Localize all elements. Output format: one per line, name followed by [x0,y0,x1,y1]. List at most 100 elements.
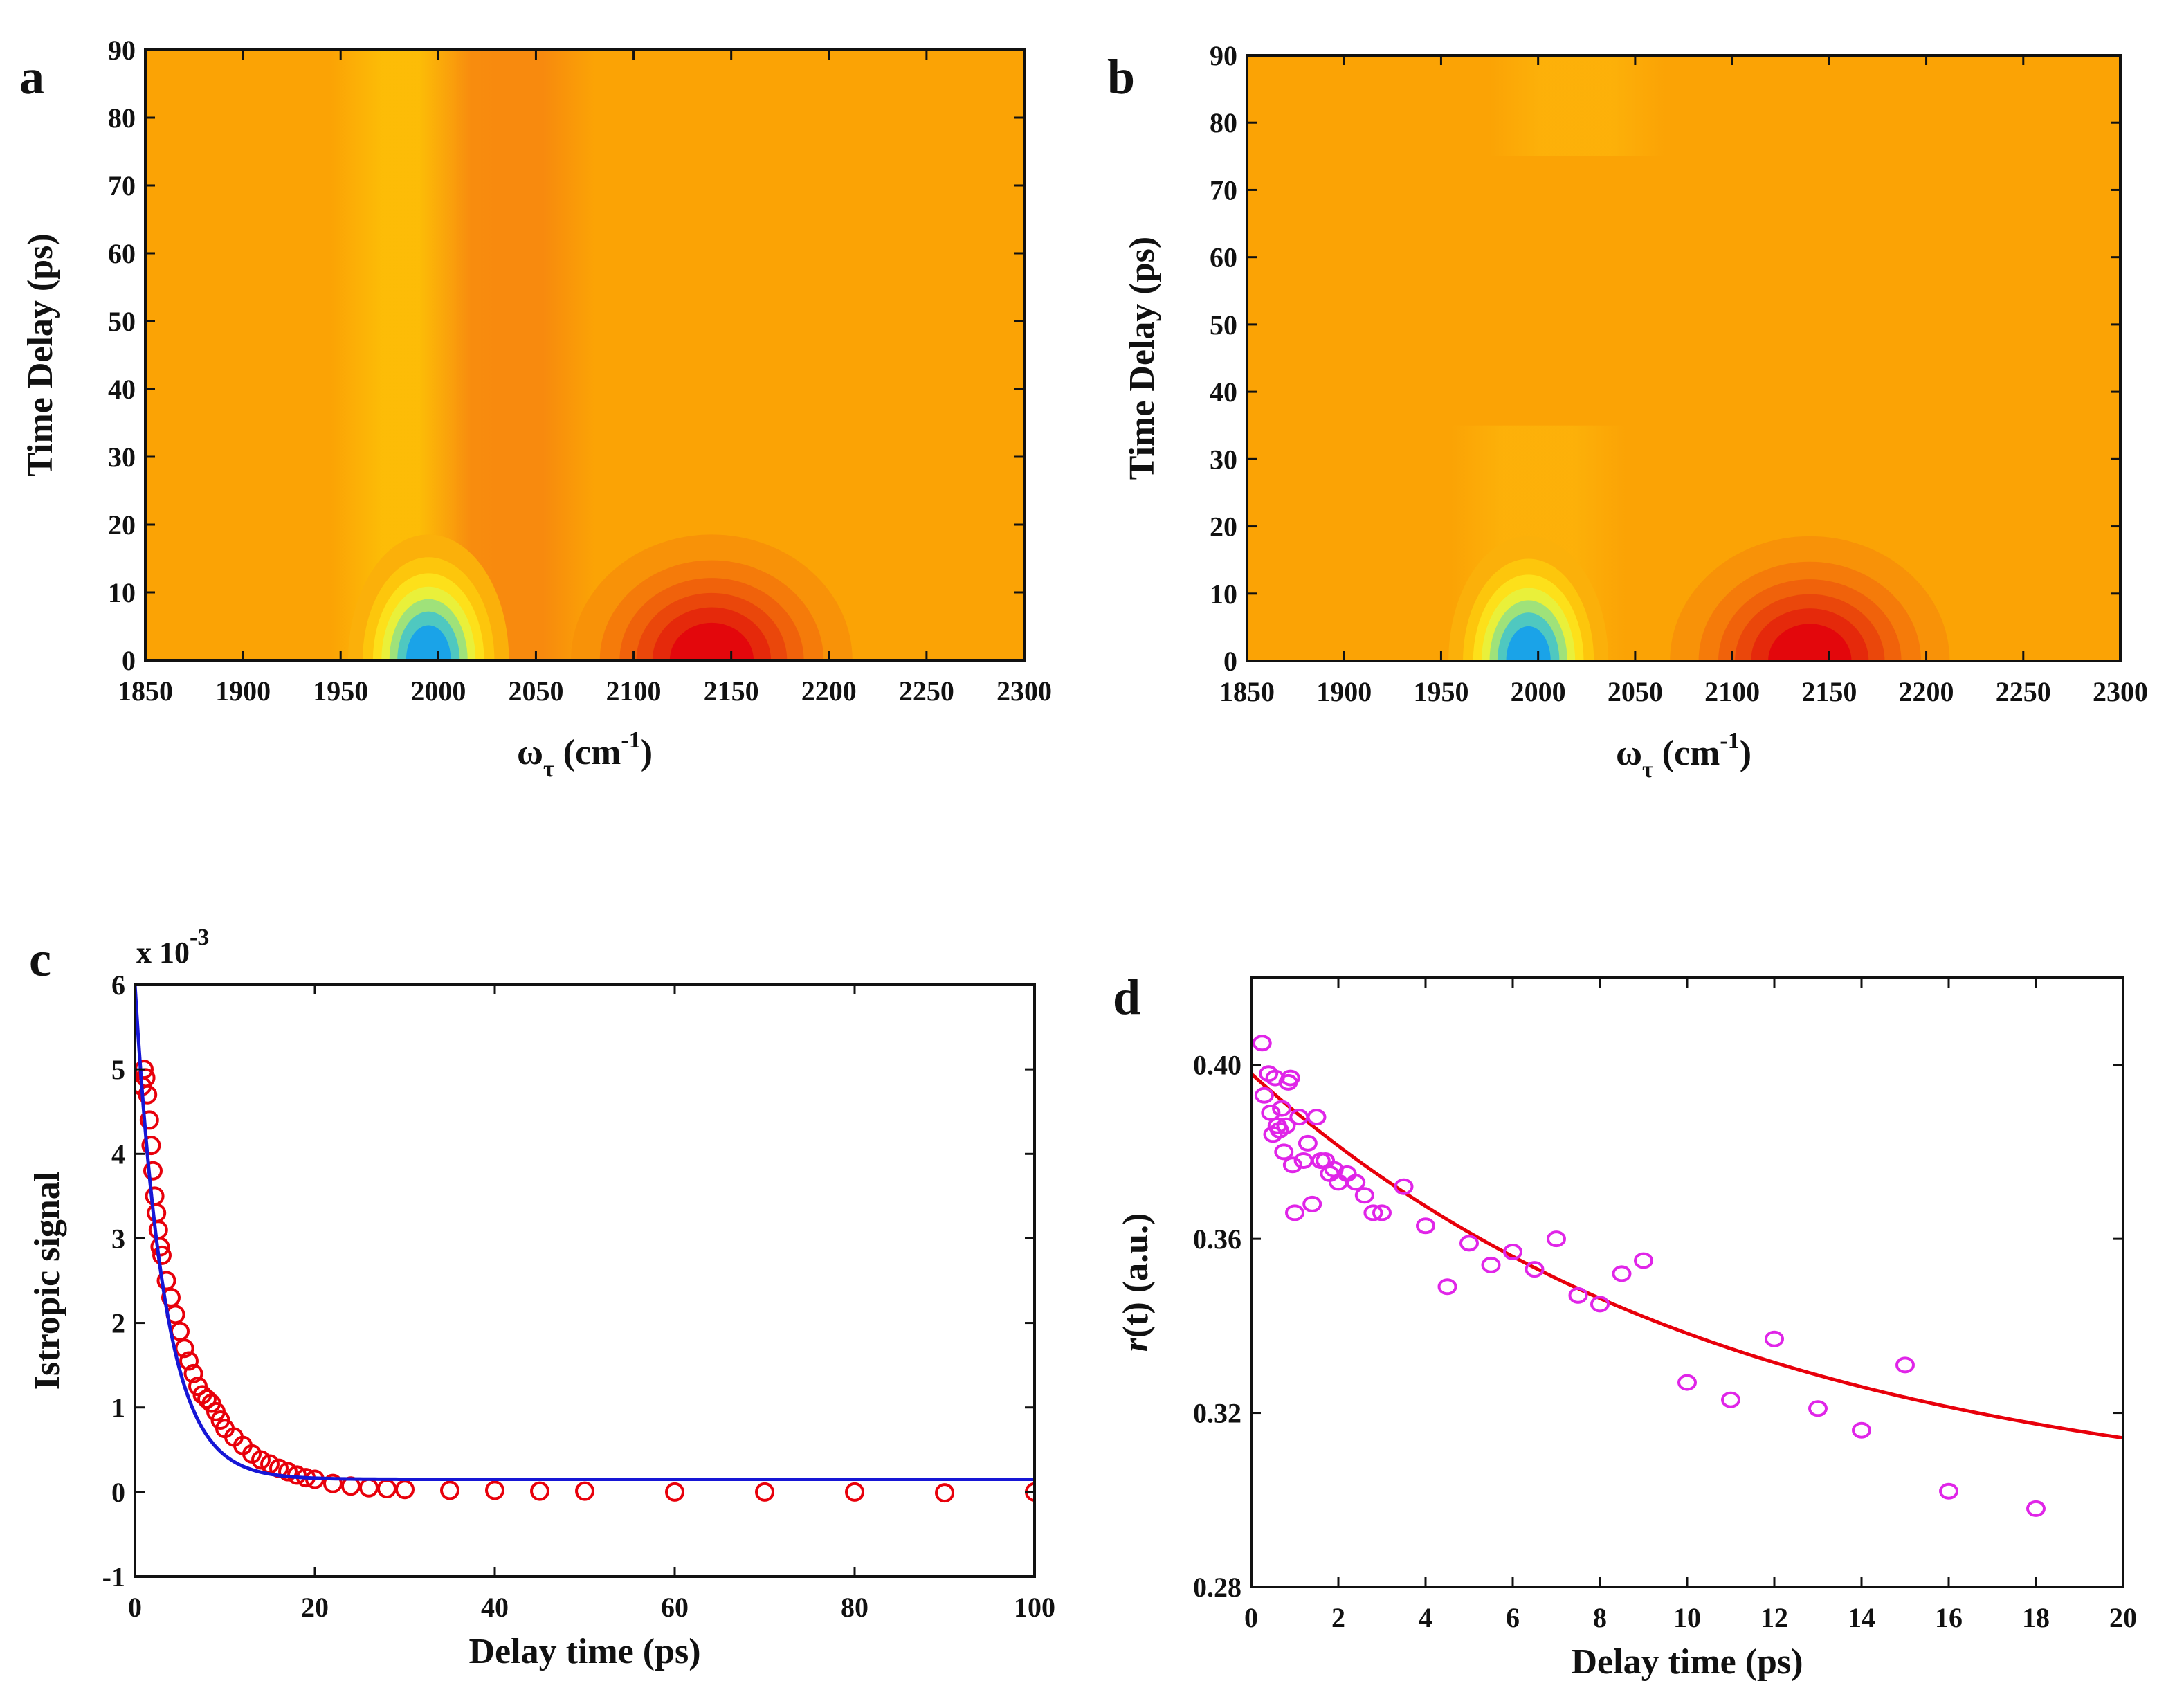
data-point [1285,1204,1304,1221]
data-point [1481,1256,1501,1273]
x-tick-label: 2150 [704,675,759,707]
data-point [1721,1391,1740,1408]
x-tick-label: 1850 [1219,676,1275,707]
panel-b-heatmap: 1850 1900 1950 2000 2050 2100 2150 2200 2250 2300… [1107,40,2148,783]
x-tick-label: 40 [481,1592,509,1623]
y-tick-label: 0.28 [1193,1572,1241,1603]
data-point [2026,1500,2046,1517]
y-tick-label: 60 [1210,242,1237,273]
data-point [1394,1178,1414,1195]
x-tick-label: 20 [2109,1602,2137,1633]
x-tick-label: 2200 [801,675,857,707]
positive-band [1489,55,1664,156]
heatmap-field [1247,55,2120,661]
data-point [138,1084,158,1105]
y-tick-label: 70 [1210,174,1237,206]
x-tick-label: 1850 [118,675,173,707]
data-point [170,1321,190,1341]
x-tick-label: 14 [1848,1602,1875,1633]
x-tick-label: 2050 [1608,676,1663,707]
data-point [141,1136,161,1156]
data-point [1852,1421,1871,1439]
negative-peak-contour [1768,624,1852,661]
data-point [1298,1134,1318,1152]
data-point [1280,1069,1300,1087]
y-tick-label: -1 [102,1561,125,1592]
y-tick-label: 60 [108,238,136,269]
y-tick-label: 10 [108,577,136,608]
data-point [197,1389,217,1409]
y-tick-label: 0 [1223,646,1237,677]
data-point [161,1287,181,1307]
data-point [1354,1187,1374,1204]
data-point [1346,1174,1366,1191]
plot-area [1251,1035,2123,1517]
panel-label: c [29,932,51,987]
data-point [1612,1265,1632,1282]
y-axis-label: r(t) (a.u.) [1116,1213,1156,1352]
panel-d-anisotropy-decay: 0 2 4 6 8 10 12 14 16 18 20 0.28 0.32 0.36 0.40 Delay t… [1113,970,2137,1682]
y-tick-label: 0.40 [1193,1050,1241,1081]
data-point [935,1483,954,1503]
data-point [1568,1287,1588,1304]
data-point [1503,1244,1522,1260]
x-tick-label: 1900 [215,675,271,707]
x-tick-label: 0 [1244,1602,1258,1633]
data-point [278,1462,298,1482]
data-point [1252,1035,1272,1052]
x-tick-label: 2300 [2093,676,2148,707]
y-tick-label: 20 [1210,511,1237,543]
data-point [1634,1252,1653,1269]
x-tick-label: 2100 [1704,676,1760,707]
y-tick-label: 90 [1210,40,1237,71]
x-tick-label: 16 [1935,1602,1963,1633]
y-tick-label: 0.32 [1193,1398,1241,1429]
x-tick-label: 0 [128,1592,142,1623]
positive-peak-contour [1506,626,1551,661]
heatmap-background [1247,55,2120,661]
data-point [395,1480,415,1500]
y-tick-label: 0 [111,1477,125,1508]
y-tick-label: 1 [111,1392,125,1424]
data-point [1272,1100,1292,1117]
data-point [530,1481,549,1501]
x-axis-label: ωτ (cm-1) [517,727,653,782]
x-tick-label: 8 [1593,1602,1607,1633]
data-point [1437,1278,1457,1296]
data-point [1307,1109,1327,1126]
y-tick-label: 6 [111,970,125,1001]
x-axis-label: ωτ (cm-1) [1616,728,1751,783]
x-tick-label: 12 [1760,1602,1788,1633]
x-tick-label: 2000 [1511,676,1566,707]
x-tick-label: 2100 [606,675,662,707]
x-tick-label: 4 [1419,1602,1432,1633]
data-point [148,1220,168,1240]
data-point [1372,1204,1392,1221]
data-point [147,1203,167,1223]
panel-label: a [19,49,44,105]
y-tick-label: 3 [111,1223,125,1254]
data-point [1302,1195,1322,1212]
x-tick-label: 100 [1014,1592,1055,1623]
data-point [1895,1356,1915,1374]
y-tick-label: 10 [1210,579,1237,610]
y-tick-label: 30 [108,442,136,473]
panel-label: b [1107,49,1135,105]
data-point [1274,1143,1294,1161]
x-tick-label: 2250 [1996,676,2051,707]
y-tick-label: 4 [111,1138,125,1170]
y-tick-label: 50 [1210,309,1237,340]
data-point [845,1482,864,1502]
x-tick-label: 60 [661,1592,689,1623]
data-point [1282,1156,1302,1174]
data-point [1363,1204,1383,1221]
y-tick-label: 2 [111,1308,125,1339]
data-point [440,1480,459,1500]
data-point [755,1482,774,1502]
y-tick-label: 0.36 [1193,1224,1241,1255]
plot-frame [134,983,1036,1578]
y-tick-label: 0 [122,645,136,676]
scale-factor-label: x 10-3 [136,925,209,970]
